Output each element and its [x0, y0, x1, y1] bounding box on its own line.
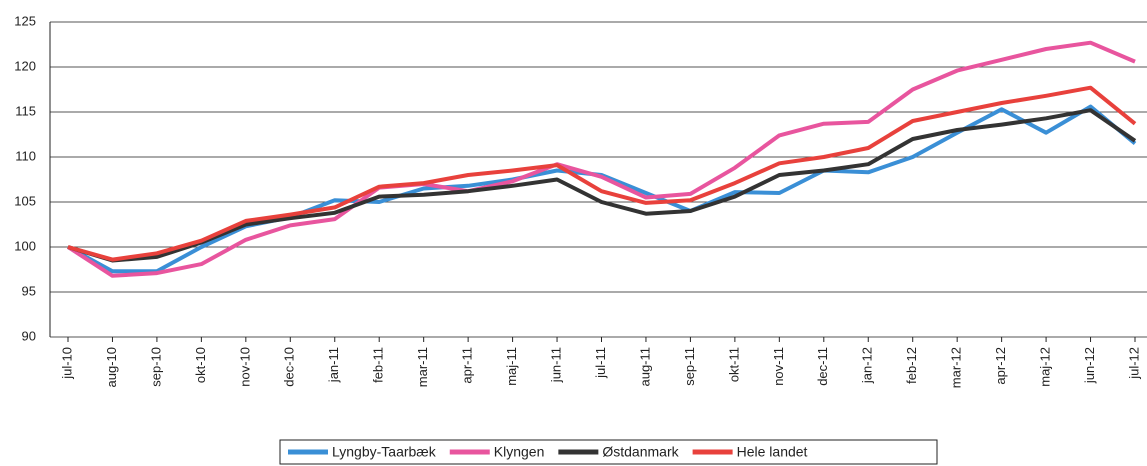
- x-tick-label: dec-11: [815, 347, 830, 386]
- y-tick-label: 120: [14, 58, 36, 73]
- x-tick-label: feb-11: [371, 347, 386, 383]
- series-line: [67, 108, 1137, 263]
- y-tick-label: 110: [15, 148, 36, 163]
- x-tick-label: apr-11: [460, 347, 475, 384]
- x-tick-label: jul-11: [593, 347, 608, 379]
- series-line: [66, 40, 1136, 278]
- x-tick-label: mar-12: [949, 347, 964, 388]
- series-line: [67, 85, 1137, 262]
- legend-label: Lyngby-Taarbæk: [332, 444, 437, 460]
- x-tick-label: okt-11: [726, 347, 741, 382]
- x-tick-label: jul-12: [1126, 347, 1141, 380]
- x-tick-label: aug-11: [637, 347, 652, 387]
- x-tick-label: sep-11: [682, 347, 697, 386]
- x-tick-label: feb-12: [904, 347, 919, 384]
- x-tick-label: apr-12: [993, 347, 1008, 385]
- y-tick-label: 105: [14, 193, 36, 208]
- x-tick-label: jul-10: [59, 347, 74, 380]
- x-tick-label: jun-11: [548, 347, 563, 383]
- y-tick-label: 100: [14, 238, 36, 253]
- x-tick-label: dec-10: [282, 347, 297, 387]
- x-tick-label: maj-12: [1038, 347, 1053, 387]
- legend-label: Østdanmark: [602, 444, 679, 460]
- x-tick-label: sep-10: [148, 347, 163, 387]
- x-tick-label: nov-11: [771, 347, 786, 386]
- x-tick-label: aug-10: [104, 347, 119, 387]
- x-tick-label: okt-10: [193, 347, 208, 383]
- y-tick-label: 115: [15, 103, 36, 118]
- x-tick-label: maj-11: [504, 347, 519, 386]
- legend-box: [279, 439, 938, 465]
- x-tick-label: jan-12: [860, 347, 875, 384]
- legend-label: Klyngen: [494, 444, 545, 460]
- legend: Lyngby-Taarbæk Klyngen Østdanmark Hele land…: [279, 439, 938, 465]
- x-tick-label: nov-10: [237, 347, 252, 387]
- x-tick-label: mar-11: [415, 347, 430, 387]
- legend-label: Hele landet: [737, 444, 808, 460]
- y-tick-label: 95: [22, 283, 36, 298]
- y-tick-label: 90: [22, 328, 36, 343]
- x-tick-label: jan-11: [326, 347, 341, 383]
- y-tick-label: 125: [14, 13, 36, 28]
- x-tick-label: jun-12: [1082, 347, 1097, 384]
